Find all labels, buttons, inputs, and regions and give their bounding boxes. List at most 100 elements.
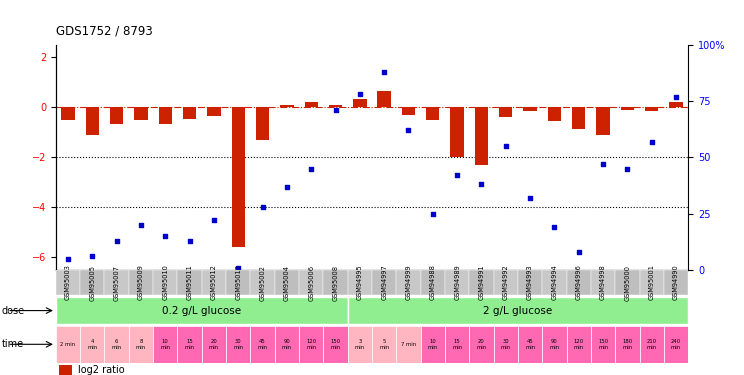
Bar bbox=[518, 326, 542, 363]
Text: GSM94993: GSM94993 bbox=[527, 265, 533, 300]
Text: GSM94992: GSM94992 bbox=[503, 265, 509, 300]
Bar bbox=[542, 270, 567, 295]
Text: GSM94998: GSM94998 bbox=[600, 265, 606, 300]
Text: 10
min: 10 min bbox=[160, 339, 170, 350]
Text: 45
min: 45 min bbox=[257, 339, 268, 350]
Bar bbox=[615, 270, 640, 295]
Bar bbox=[208, 107, 220, 116]
Bar bbox=[615, 45, 640, 270]
Bar bbox=[202, 326, 226, 363]
Text: GSM94999: GSM94999 bbox=[405, 265, 411, 300]
Text: 150
min: 150 min bbox=[330, 339, 341, 350]
Bar bbox=[56, 270, 80, 295]
Bar bbox=[518, 270, 542, 295]
Bar bbox=[56, 326, 80, 363]
Text: 120
min: 120 min bbox=[306, 339, 316, 350]
Point bbox=[670, 94, 682, 100]
Bar bbox=[177, 45, 202, 270]
Bar bbox=[353, 99, 367, 107]
Bar bbox=[499, 107, 513, 117]
Bar bbox=[670, 102, 683, 107]
Bar bbox=[377, 91, 391, 107]
Point bbox=[330, 107, 341, 113]
Text: GSM95007: GSM95007 bbox=[114, 264, 120, 300]
Bar bbox=[153, 270, 177, 295]
Text: 7 min: 7 min bbox=[401, 342, 416, 347]
Text: 210
min: 210 min bbox=[647, 339, 657, 350]
Text: GSM95010: GSM95010 bbox=[162, 265, 168, 300]
Bar bbox=[134, 107, 147, 120]
Point bbox=[111, 237, 123, 243]
Bar bbox=[275, 270, 299, 295]
Text: GDS1752 / 8793: GDS1752 / 8793 bbox=[56, 24, 153, 38]
Text: GSM94991: GSM94991 bbox=[478, 265, 484, 300]
Text: 30
min: 30 min bbox=[233, 339, 243, 350]
Bar bbox=[324, 45, 347, 270]
Bar bbox=[202, 270, 226, 295]
Bar bbox=[251, 326, 275, 363]
Bar bbox=[664, 45, 688, 270]
Text: 3
min: 3 min bbox=[355, 339, 365, 350]
Bar bbox=[256, 107, 269, 140]
Text: GSM95013: GSM95013 bbox=[235, 265, 241, 300]
Text: GSM95005: GSM95005 bbox=[89, 264, 95, 300]
Point bbox=[475, 182, 487, 188]
Bar bbox=[110, 107, 124, 124]
Bar bbox=[397, 270, 420, 295]
Bar bbox=[567, 270, 591, 295]
Text: 10
min: 10 min bbox=[428, 339, 438, 350]
Bar bbox=[372, 45, 397, 270]
Bar bbox=[226, 270, 251, 295]
Bar bbox=[80, 326, 104, 363]
Bar bbox=[469, 326, 493, 363]
Bar bbox=[275, 45, 299, 270]
Text: GSM95011: GSM95011 bbox=[187, 265, 193, 300]
Bar bbox=[591, 326, 615, 363]
Bar bbox=[158, 107, 172, 124]
Bar bbox=[177, 270, 202, 295]
Text: 180
min: 180 min bbox=[622, 339, 632, 350]
Bar bbox=[202, 45, 226, 270]
Bar bbox=[226, 45, 251, 270]
Text: GSM95012: GSM95012 bbox=[211, 265, 217, 300]
Bar bbox=[231, 107, 245, 247]
Text: log2 ratio: log2 ratio bbox=[78, 365, 124, 375]
Bar bbox=[445, 326, 469, 363]
Bar bbox=[420, 326, 445, 363]
Bar bbox=[542, 326, 567, 363]
Text: 240
min: 240 min bbox=[671, 339, 681, 350]
Text: GSM94990: GSM94990 bbox=[673, 265, 679, 300]
Text: GSM95001: GSM95001 bbox=[649, 265, 655, 300]
Text: 4
min: 4 min bbox=[87, 339, 97, 350]
Bar bbox=[640, 270, 664, 295]
Text: GSM95003: GSM95003 bbox=[65, 265, 71, 300]
Point bbox=[548, 224, 560, 230]
Bar bbox=[548, 107, 561, 121]
Point bbox=[305, 166, 317, 172]
Bar bbox=[420, 270, 445, 295]
Text: GSM95000: GSM95000 bbox=[624, 264, 630, 300]
Text: time: time bbox=[1, 339, 24, 349]
Bar bbox=[61, 107, 74, 120]
Point bbox=[208, 217, 220, 223]
Bar bbox=[347, 45, 372, 270]
Bar bbox=[372, 326, 397, 363]
Bar bbox=[80, 45, 104, 270]
Bar bbox=[59, 365, 71, 375]
Text: GSM94994: GSM94994 bbox=[551, 265, 557, 300]
Bar bbox=[591, 270, 615, 295]
Bar bbox=[469, 45, 493, 270]
Bar bbox=[620, 107, 634, 110]
Bar bbox=[450, 107, 464, 158]
Bar bbox=[402, 107, 415, 115]
Bar bbox=[567, 326, 591, 363]
Bar bbox=[347, 270, 372, 295]
Text: 20
min: 20 min bbox=[476, 339, 487, 350]
Text: GSM95002: GSM95002 bbox=[260, 264, 266, 300]
Bar bbox=[104, 270, 129, 295]
Bar bbox=[129, 45, 153, 270]
Text: GSM94997: GSM94997 bbox=[381, 265, 387, 300]
Bar bbox=[597, 107, 610, 135]
Bar bbox=[153, 326, 177, 363]
Point bbox=[500, 143, 512, 149]
